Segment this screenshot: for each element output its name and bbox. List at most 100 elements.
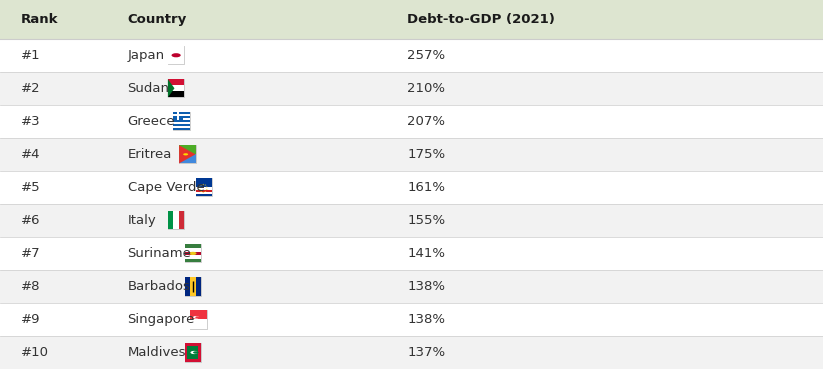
Bar	[174, 211, 179, 230]
Circle shape	[190, 351, 198, 354]
Text: Barbados: Barbados	[128, 280, 190, 293]
Bar	[184, 277, 190, 296]
Bar	[174, 114, 183, 116]
Bar	[174, 118, 190, 120]
Text: Debt-to-GDP (2021): Debt-to-GDP (2021)	[407, 13, 556, 26]
Text: Maldives: Maldives	[128, 346, 186, 359]
Polygon shape	[168, 79, 174, 97]
Text: Japan: Japan	[128, 49, 165, 62]
Circle shape	[195, 316, 199, 318]
Bar	[0, 336, 823, 369]
Bar	[168, 85, 184, 91]
Bar	[0, 39, 823, 72]
Bar	[0, 270, 823, 303]
Circle shape	[202, 192, 204, 193]
Bar	[174, 128, 190, 130]
Text: #5: #5	[21, 181, 40, 194]
Bar	[188, 346, 198, 359]
Bar	[174, 126, 190, 128]
Text: #9: #9	[21, 313, 40, 326]
Bar	[168, 79, 184, 85]
Bar	[196, 187, 212, 190]
Bar	[184, 244, 201, 262]
Bar	[190, 277, 196, 296]
Circle shape	[189, 252, 197, 255]
Bar	[184, 277, 201, 296]
Text: Cape Verde: Cape Verde	[128, 181, 204, 194]
Bar	[196, 277, 201, 296]
Circle shape	[200, 191, 202, 192]
Bar	[0, 171, 823, 204]
Bar	[174, 120, 190, 122]
Text: Singapore: Singapore	[128, 313, 195, 326]
Bar	[196, 178, 212, 196]
Bar	[177, 112, 179, 120]
Text: 257%: 257%	[407, 49, 445, 62]
Bar	[168, 211, 174, 230]
Text: Italy: Italy	[128, 214, 156, 227]
Circle shape	[205, 191, 207, 192]
Bar	[0, 303, 823, 336]
Bar	[190, 320, 207, 328]
Bar	[174, 124, 190, 126]
Circle shape	[193, 351, 198, 354]
Circle shape	[205, 184, 207, 185]
Bar	[174, 112, 183, 120]
Bar	[184, 344, 201, 362]
Bar	[174, 112, 190, 130]
Text: Sudan: Sudan	[128, 82, 170, 95]
Bar	[174, 114, 190, 116]
Text: 138%: 138%	[407, 280, 445, 293]
Text: 175%: 175%	[407, 148, 445, 161]
Text: 138%: 138%	[407, 313, 445, 326]
Bar	[168, 91, 184, 97]
Bar	[168, 79, 184, 97]
Bar	[168, 46, 184, 64]
Bar	[0, 0, 823, 39]
Circle shape	[171, 53, 181, 57]
Bar	[184, 244, 201, 248]
Text: #6: #6	[21, 214, 40, 227]
Bar	[184, 248, 201, 252]
Bar	[0, 138, 823, 171]
Bar	[196, 192, 212, 194]
Bar	[168, 46, 184, 64]
Text: #4: #4	[21, 148, 40, 161]
Bar	[184, 255, 201, 259]
Text: 155%: 155%	[407, 214, 445, 227]
Bar	[179, 145, 196, 163]
Bar	[179, 145, 196, 154]
Text: 207%: 207%	[407, 115, 445, 128]
Bar	[174, 122, 190, 124]
Text: #2: #2	[21, 82, 40, 95]
Circle shape	[206, 189, 207, 190]
Text: Rank: Rank	[21, 13, 58, 26]
Bar	[0, 204, 823, 237]
Text: Country: Country	[128, 13, 187, 26]
Text: Eritrea: Eritrea	[128, 148, 172, 161]
Bar	[184, 344, 201, 362]
Bar	[168, 211, 184, 230]
Bar	[196, 190, 212, 192]
Circle shape	[200, 184, 202, 185]
Bar	[174, 116, 190, 118]
Text: Greece: Greece	[128, 115, 175, 128]
Circle shape	[199, 189, 201, 190]
Bar	[0, 237, 823, 270]
Text: #10: #10	[21, 346, 49, 359]
Bar	[0, 105, 823, 138]
Bar	[174, 112, 190, 114]
Bar	[179, 154, 196, 163]
Text: #1: #1	[21, 49, 40, 62]
Bar	[184, 252, 201, 255]
Bar	[0, 72, 823, 105]
Polygon shape	[179, 145, 196, 163]
Circle shape	[193, 316, 199, 318]
Text: Suriname: Suriname	[128, 247, 192, 260]
Bar	[179, 211, 184, 230]
Text: #7: #7	[21, 247, 40, 260]
Text: 137%: 137%	[407, 346, 445, 359]
Text: #8: #8	[21, 280, 40, 293]
Bar	[190, 310, 207, 328]
Text: 210%: 210%	[407, 82, 445, 95]
